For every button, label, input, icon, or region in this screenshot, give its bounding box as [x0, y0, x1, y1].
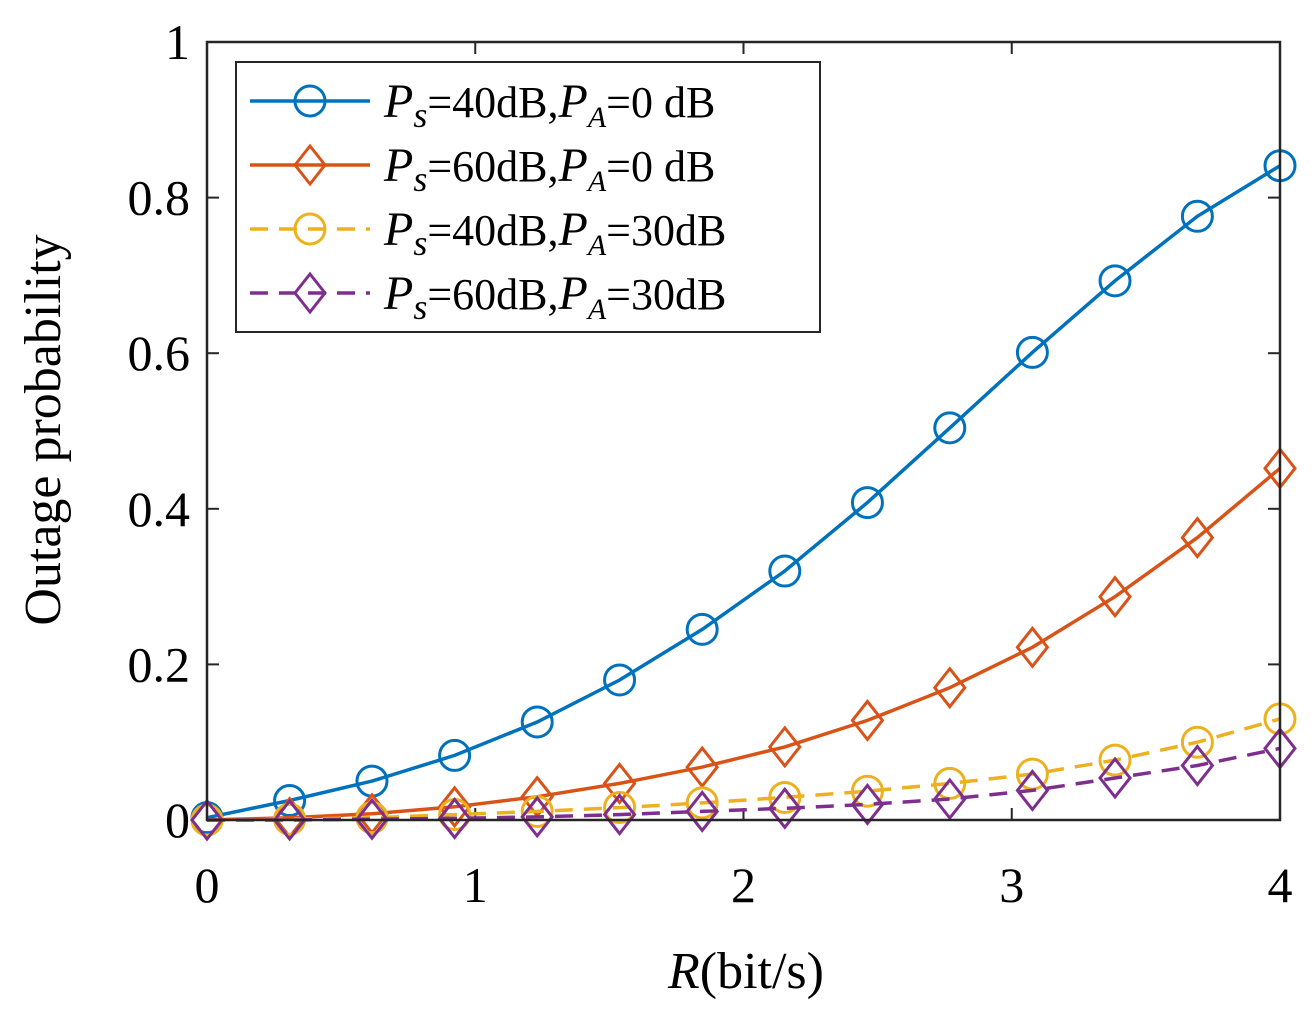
data-point — [932, 777, 967, 821]
data-point — [933, 411, 967, 445]
data-point — [1098, 575, 1132, 619]
data-point — [602, 793, 637, 836]
legend-entry-3: Ps=40dB,PA=30dB — [250, 203, 726, 263]
data-point — [685, 745, 720, 789]
legend-label: Ps=60dB,PA=0 dB — [383, 139, 715, 199]
data-point — [850, 486, 884, 520]
x-tick-label: 0 — [195, 857, 220, 913]
legend-entry-1: Ps=40dB,PA=0 dB — [250, 75, 715, 135]
legend-marker — [293, 143, 327, 187]
data-point — [685, 612, 719, 646]
data-point — [603, 791, 637, 825]
legend-marker — [293, 212, 327, 246]
data-point — [932, 666, 967, 710]
data-point — [437, 797, 472, 840]
data-point — [850, 698, 885, 742]
legend-label: Ps=40dB,PA=0 dB — [383, 75, 715, 135]
data-point — [1098, 756, 1132, 800]
legend-box — [235, 61, 821, 333]
legend-marker — [293, 84, 327, 118]
data-point — [520, 705, 554, 739]
data-point — [602, 762, 637, 805]
y-axis-label: Outage probability — [15, 234, 72, 625]
x-tick-label: 1 — [463, 857, 488, 913]
data-point — [520, 795, 555, 839]
data-point — [768, 554, 802, 588]
y-tick-label: 1 — [165, 14, 190, 70]
y-tick-label: 0.2 — [128, 636, 191, 692]
x-axis: 0 1 2 3 4 — [195, 42, 1293, 913]
data-point — [1180, 725, 1214, 759]
data-point — [1180, 744, 1215, 787]
data-point — [1180, 516, 1215, 560]
x-axis-label-unit: (bit/s) — [700, 943, 824, 1000]
data-point — [768, 780, 802, 814]
legend-label: Ps=40dB,PA=30dB — [383, 203, 726, 263]
data-point — [1015, 769, 1050, 812]
x-tick-label: 3 — [999, 857, 1024, 913]
x-axis-label: R(bit/s) — [667, 943, 824, 1000]
data-point — [1015, 335, 1049, 369]
data-point — [355, 797, 389, 841]
data-point — [438, 738, 472, 772]
data-point — [272, 798, 307, 842]
data-point — [1015, 625, 1050, 669]
data-point — [850, 783, 885, 826]
data-point — [1098, 743, 1132, 777]
y-tick-label: 0 — [165, 792, 190, 848]
y-tick-label: 0.8 — [128, 170, 191, 226]
data-point — [767, 786, 802, 830]
data-point — [190, 798, 224, 842]
data-point — [1098, 264, 1132, 298]
x-tick-label: 4 — [1268, 857, 1293, 913]
legend-entry-4: Ps=60dB,PA=30dB — [250, 267, 726, 327]
y-tick-label: 0.4 — [128, 481, 191, 537]
legend-label: Ps=60dB,PA=30dB — [383, 267, 726, 327]
data-point — [603, 663, 637, 697]
legend-marker — [293, 271, 327, 315]
y-axis: 0 0.2 0.4 0.6 0.8 1 — [128, 14, 1280, 848]
plot-frame — [205, 40, 1282, 822]
data-point — [850, 774, 884, 808]
data-point — [685, 790, 720, 833]
data-point — [1180, 199, 1214, 233]
data-point — [437, 785, 472, 829]
x-tick-label: 2 — [731, 857, 756, 913]
data-point — [273, 784, 307, 818]
data-point — [933, 766, 967, 800]
y-tick-label: 0.6 — [128, 325, 191, 381]
x-axis-label-variable: R — [667, 943, 700, 1000]
data-point — [685, 786, 719, 820]
legend-entry-2: Ps=60dB,PA=0 dB — [250, 139, 715, 199]
data-point — [767, 725, 802, 769]
